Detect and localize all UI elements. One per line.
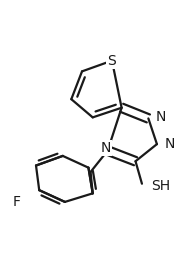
Text: N: N: [156, 110, 166, 124]
Text: SH: SH: [152, 179, 171, 193]
Text: S: S: [108, 54, 116, 68]
Text: N: N: [165, 137, 175, 151]
Text: N: N: [100, 141, 111, 155]
Text: F: F: [13, 195, 21, 209]
